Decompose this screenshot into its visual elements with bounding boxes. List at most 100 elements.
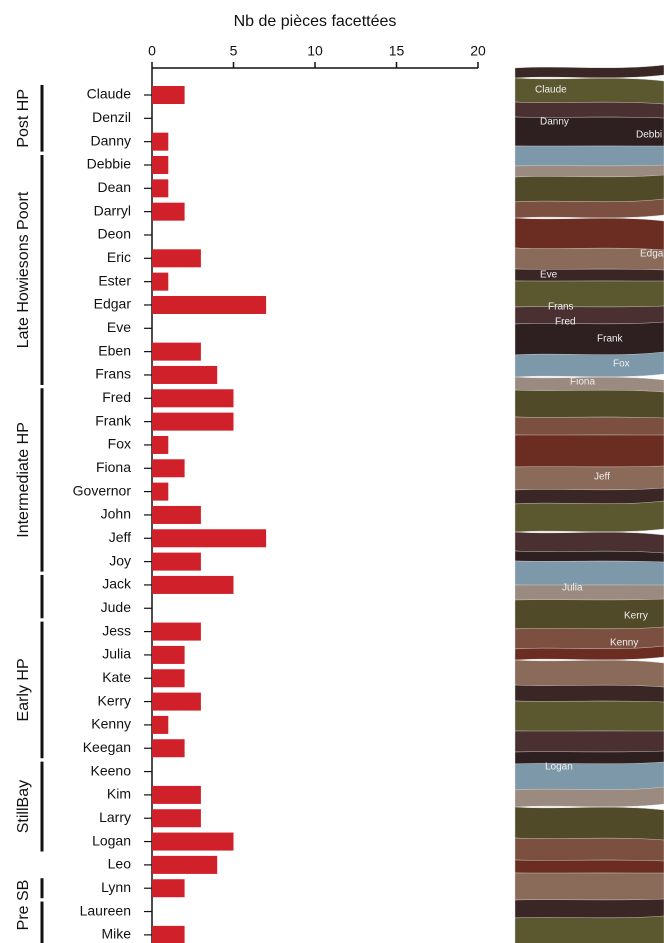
bar	[152, 575, 234, 594]
y-tick-label: Julia	[102, 646, 131, 662]
section-layer	[514, 915, 664, 943]
section-layer	[514, 416, 664, 437]
y-tick-label: Kim	[107, 786, 131, 802]
y-tick-label: Frank	[95, 412, 132, 428]
section-layer	[514, 198, 664, 219]
y-tick-label: Larry	[99, 809, 131, 825]
section-layer	[514, 659, 664, 689]
y-tick-label: Eben	[98, 342, 131, 358]
y-tick-label: Fiona	[96, 459, 131, 475]
y-tick-label: Laureen	[80, 902, 131, 918]
section-label: Logan	[545, 762, 573, 773]
bar	[152, 435, 169, 454]
section-layer	[514, 645, 664, 661]
x-tick-label: 15	[389, 43, 405, 59]
section-layer	[514, 305, 664, 325]
y-tick-label: Debbie	[87, 156, 132, 172]
y-tick-label: Ester	[98, 272, 131, 288]
bar	[152, 155, 169, 174]
section-layer	[514, 351, 664, 378]
bar	[152, 809, 201, 828]
section-layer	[514, 101, 664, 120]
section-layer	[514, 584, 664, 601]
y-tick-label: Jack	[102, 576, 132, 592]
y-tick-label: Deon	[98, 226, 131, 242]
bar	[152, 295, 267, 314]
section-layer	[514, 321, 664, 356]
x-tick-label: 10	[307, 43, 323, 59]
section-layer	[514, 280, 664, 308]
y-tick-label: Kenny	[91, 716, 131, 732]
section-layer	[514, 626, 664, 650]
y-tick-label: Kerry	[98, 692, 131, 708]
y-tick-label: Frans	[95, 366, 131, 382]
y-tick-label: Joy	[109, 552, 131, 568]
y-tick-label: Eve	[107, 319, 131, 335]
bar	[152, 832, 234, 851]
bar	[152, 459, 185, 478]
y-tick-label: Claude	[87, 86, 132, 102]
bar	[152, 202, 185, 221]
bar	[152, 412, 234, 431]
section-label: Fred	[555, 317, 576, 328]
group-label: Intermediate HP	[15, 422, 32, 538]
section-label: Claude	[535, 85, 567, 96]
section-layer	[514, 872, 664, 901]
y-tick-label: Mike	[101, 926, 131, 942]
y-tick-label: Edgar	[94, 296, 132, 312]
bar	[152, 505, 201, 524]
bar	[152, 482, 169, 501]
section-layer	[514, 837, 664, 863]
y-tick-label: Kate	[102, 669, 131, 685]
y-tick-label: Darryl	[94, 202, 131, 218]
section-layer	[514, 268, 664, 283]
section-layer	[514, 500, 664, 533]
x-tick-label: 0	[148, 43, 156, 59]
section-label: Fox	[613, 359, 630, 370]
section-layer	[514, 217, 664, 252]
y-tick-label: Fox	[108, 436, 131, 452]
y-tick-label: Eric	[107, 249, 131, 265]
section-layer	[514, 389, 664, 420]
section-layer	[514, 164, 664, 178]
section-label: Fiona	[570, 377, 595, 388]
section-layer	[514, 434, 664, 468]
y-tick-label: Lynn	[101, 879, 131, 895]
section-layer	[514, 145, 664, 167]
section-label: Danny	[540, 117, 569, 128]
section-layer	[514, 786, 664, 808]
bar	[152, 692, 201, 711]
section-label: Kenny	[610, 638, 638, 649]
section-label: Frank	[597, 334, 624, 345]
y-tick-label: Fred	[102, 389, 131, 405]
bar	[152, 365, 218, 384]
bar	[152, 132, 169, 151]
bar	[152, 645, 185, 664]
section-layer	[514, 64, 664, 79]
y-tick-label: Keegan	[83, 739, 131, 755]
bar	[152, 529, 267, 548]
section-layer	[514, 898, 664, 919]
section-layer	[514, 560, 664, 587]
y-tick-label: Jeff	[109, 529, 131, 545]
section-layer	[514, 531, 664, 555]
y-tick-label: Jess	[102, 622, 131, 638]
section-label: Jeff	[594, 472, 610, 483]
stratigraphic-section: Claude Danny Debbi Edgar Eve Frans Fred Frank Fo…	[514, 64, 664, 943]
y-tick-label: Jude	[101, 599, 132, 615]
bar	[152, 272, 169, 291]
bar	[152, 925, 185, 943]
bar	[152, 389, 234, 408]
chart-title: Nb de pièces facettées	[234, 13, 397, 30]
section-layer	[514, 750, 664, 765]
group-label: Post HP	[15, 89, 32, 148]
section-label: Debbi	[636, 130, 662, 141]
y-tick-label: Governor	[73, 482, 132, 498]
group-label: Pre SB	[15, 880, 32, 931]
section-layer	[514, 806, 664, 842]
section-label: Frans	[548, 302, 574, 313]
section-layer	[514, 174, 664, 203]
x-tick-label: 20	[470, 43, 486, 59]
group-label: Late Howiesons Poort	[15, 191, 32, 348]
